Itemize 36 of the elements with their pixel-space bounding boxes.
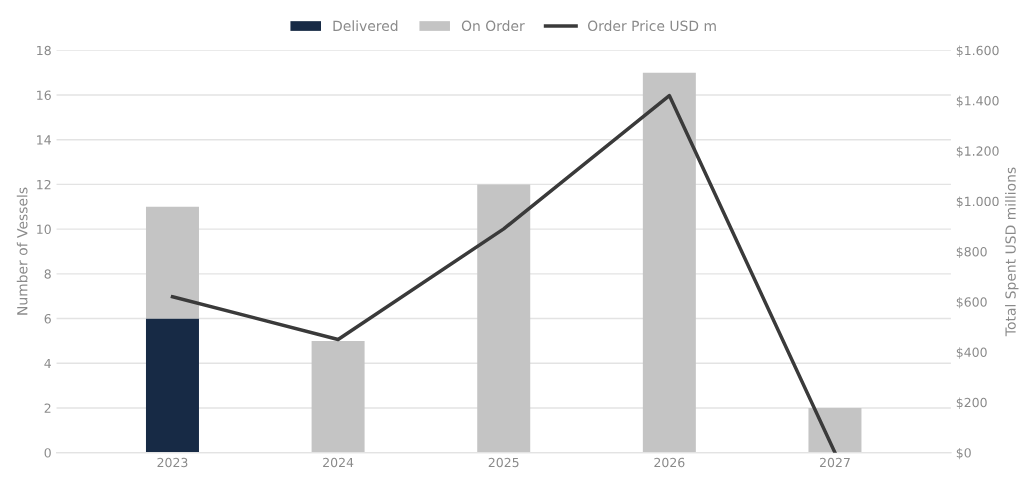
- y-tick-label: 10: [37, 224, 51, 235]
- y2-tick-label: $200: [956, 397, 987, 409]
- x-tick-label: 2023: [157, 457, 188, 468]
- bar: [145, 206, 199, 319]
- y2-tick-label: $1.400: [956, 95, 999, 108]
- y-tick-label: 6: [44, 314, 51, 324]
- bar: [808, 407, 862, 453]
- y2-tick-label: $0: [956, 447, 971, 460]
- y-tick-label: 14: [37, 135, 51, 145]
- y2-tick-label: $1.200: [956, 146, 999, 158]
- legend-label: On Order: [461, 20, 525, 32]
- y-tick-label: 0: [44, 448, 51, 458]
- y2-tick-label: $600: [956, 297, 987, 309]
- y-tick-label: 4: [44, 358, 51, 368]
- y2-tick-label: $1.000: [956, 196, 999, 208]
- legend-label: Delivered: [333, 20, 398, 32]
- bar: [311, 340, 365, 453]
- line-series: [170, 93, 837, 453]
- bar: [145, 318, 199, 453]
- bar: [642, 72, 696, 453]
- legend-label: Order Price USD m: [587, 20, 716, 32]
- y-tick-label: 8: [44, 269, 51, 279]
- bar: [477, 184, 531, 453]
- y2-tick-label: $400: [956, 347, 987, 359]
- y2-axis-title: Total Spent USD millions: [1005, 167, 1019, 337]
- y2-tick-label: $800: [956, 246, 987, 259]
- x-tick-label: 2024: [323, 457, 354, 468]
- y-tick-label: 2: [44, 403, 51, 413]
- y-tick-label: 18: [37, 45, 51, 56]
- x-tick-label: 2026: [654, 457, 685, 468]
- y-tick-label: 16: [37, 90, 51, 100]
- y2-tick-label: $1.600: [956, 45, 999, 57]
- y-tick-label: 12: [37, 179, 51, 190]
- y-axis-title: Number of Vessels: [16, 187, 28, 315]
- x-tick-label: 2025: [488, 457, 519, 468]
- x-tick-label: 2027: [819, 457, 850, 468]
